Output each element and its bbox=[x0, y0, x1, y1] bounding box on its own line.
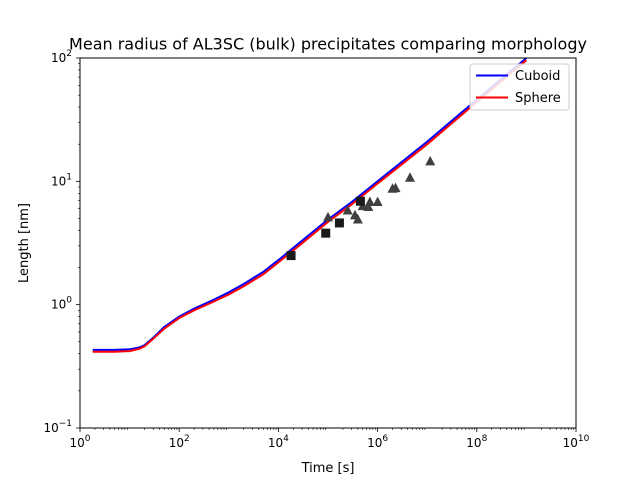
legend-label-cuboid: Cuboid bbox=[515, 69, 560, 84]
x-tick-label: 102 bbox=[169, 434, 190, 450]
x-tick-label: 108 bbox=[466, 434, 487, 450]
triangle-marker bbox=[363, 201, 374, 211]
triangle-marker bbox=[323, 211, 333, 222]
legend-label-sphere: Sphere bbox=[515, 91, 561, 106]
plot-area bbox=[92, 58, 528, 353]
legend: Cuboid Sphere bbox=[469, 63, 570, 111]
axes-frame bbox=[79, 57, 577, 429]
triangle-marker bbox=[364, 196, 375, 206]
series-line-sphere bbox=[92, 59, 528, 353]
triangle-marker bbox=[352, 214, 363, 224]
chart-title: Mean radius of AL3SC (bulk) precipitates… bbox=[69, 35, 587, 54]
square-marker bbox=[321, 228, 331, 238]
y-tick-label: 10−1 bbox=[43, 419, 72, 435]
triangle-marker bbox=[425, 155, 436, 166]
triangle-marker bbox=[404, 172, 415, 182]
triangle-marker bbox=[372, 196, 383, 206]
y-tick-label: 102 bbox=[51, 49, 72, 65]
y-tick-label: 100 bbox=[51, 296, 72, 312]
square-marker bbox=[286, 251, 296, 261]
x-axis-label: Time [s] bbox=[301, 461, 355, 476]
square-marker bbox=[334, 218, 344, 228]
triangle-marker bbox=[342, 205, 353, 215]
x-tick-label: 106 bbox=[367, 434, 388, 450]
y-axis-label: Length [nm] bbox=[17, 203, 32, 283]
plot-content bbox=[92, 58, 528, 353]
x-tick-label: 104 bbox=[268, 434, 289, 450]
series-line-cuboid bbox=[92, 58, 528, 351]
triangle-marker bbox=[390, 182, 401, 193]
x-tick-label: 100 bbox=[69, 434, 90, 450]
x-tick-label: 1010 bbox=[563, 434, 590, 450]
y-tick-label: 101 bbox=[51, 172, 72, 188]
square-marker bbox=[355, 196, 365, 206]
